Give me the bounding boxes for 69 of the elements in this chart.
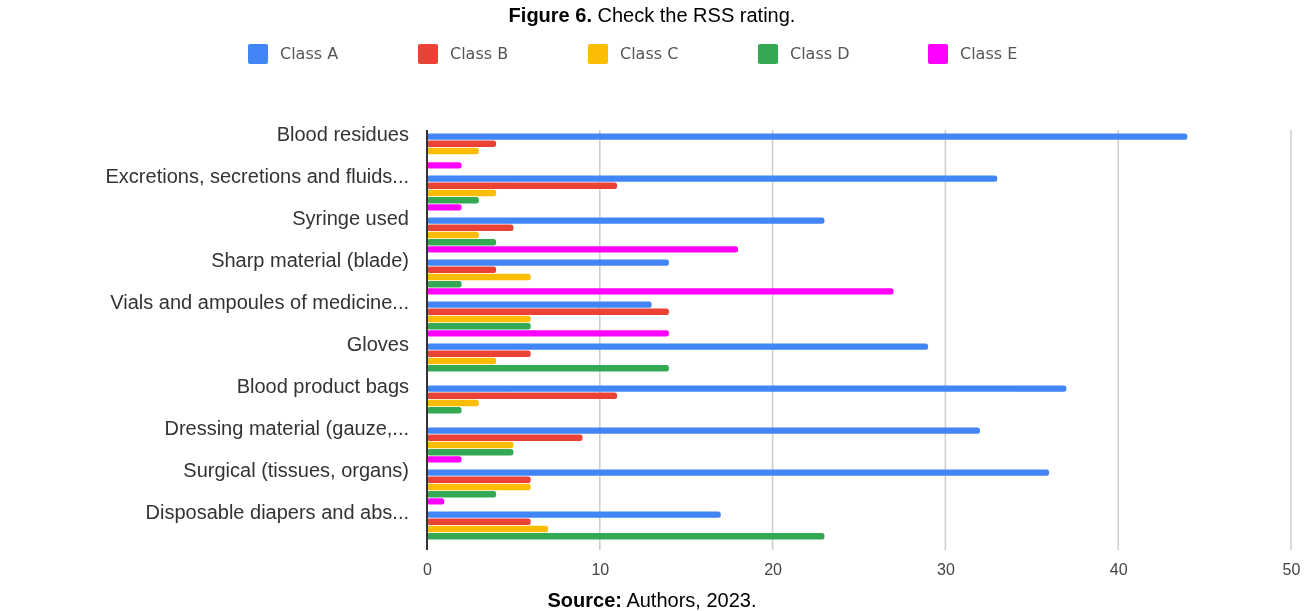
bar xyxy=(427,281,462,288)
bar xyxy=(427,343,929,350)
x-tick-label: 0 xyxy=(423,561,433,579)
source-note: Source: Authors, 2023. xyxy=(547,589,757,611)
bar xyxy=(427,301,652,308)
bar xyxy=(427,525,548,533)
x-tick-label: 40 xyxy=(1109,561,1128,579)
bar xyxy=(427,197,479,204)
bar xyxy=(427,469,1050,476)
bar xyxy=(427,407,462,414)
bar xyxy=(427,427,980,434)
bar xyxy=(427,392,618,399)
y-tick-label: Gloves xyxy=(346,333,409,355)
y-tick-label: Excretions, secretions and fluids... xyxy=(105,165,409,187)
bar xyxy=(427,224,514,231)
bar xyxy=(427,162,462,169)
x-tick-label: 10 xyxy=(591,561,610,579)
bar xyxy=(427,533,825,540)
legend-label: Class A xyxy=(280,44,339,63)
y-tick-label: Sharp material (blade) xyxy=(211,249,409,271)
legend-label: Class E xyxy=(960,44,1018,63)
bar xyxy=(427,315,531,323)
legend-label: Class C xyxy=(620,44,679,63)
y-tick-label: Surgical (tissues, organs) xyxy=(183,459,409,481)
legend-label: Class B xyxy=(450,44,509,63)
bar xyxy=(427,189,497,197)
bar xyxy=(427,175,998,182)
bar xyxy=(427,456,462,463)
y-tick-label: Syringe used xyxy=(292,207,409,229)
bar xyxy=(427,308,669,315)
chart-title: Figure 6. Check the RSS rating. xyxy=(508,4,796,26)
bar xyxy=(427,350,531,357)
bar xyxy=(427,491,497,498)
bar xyxy=(427,385,1067,392)
bar xyxy=(427,182,618,189)
legend-label: Class D xyxy=(790,44,850,63)
bar xyxy=(427,357,497,365)
bar xyxy=(427,476,531,483)
x-tick-label: 50 xyxy=(1282,561,1301,579)
y-tick-label: Blood product bags xyxy=(236,375,409,397)
y-tick-label: Vials and ampoules of medicine... xyxy=(110,291,409,313)
bar xyxy=(427,231,479,239)
bar xyxy=(427,399,479,407)
y-tick-label: Dressing material (gauze,... xyxy=(164,417,409,439)
bar xyxy=(427,239,497,246)
bar xyxy=(427,518,531,525)
bar xyxy=(427,147,479,155)
bar xyxy=(427,511,721,518)
bar xyxy=(427,217,825,224)
bar xyxy=(427,365,669,372)
bar xyxy=(427,266,497,273)
y-tick-label: Disposable diapers and abs... xyxy=(145,501,409,523)
bar xyxy=(427,449,514,456)
bar xyxy=(427,483,531,491)
bar xyxy=(427,434,583,441)
bar xyxy=(427,498,445,505)
bar xyxy=(427,133,1188,140)
bar xyxy=(427,204,462,211)
bar xyxy=(427,441,514,449)
y-tick-label: Blood residues xyxy=(276,123,409,145)
x-tick-label: 20 xyxy=(764,561,783,579)
bar xyxy=(427,288,894,295)
bar xyxy=(427,330,669,337)
bar xyxy=(427,259,669,266)
bar xyxy=(427,273,531,281)
bar xyxy=(427,323,531,330)
x-tick-label: 30 xyxy=(937,561,955,579)
bar xyxy=(427,140,497,147)
bar xyxy=(427,246,739,253)
